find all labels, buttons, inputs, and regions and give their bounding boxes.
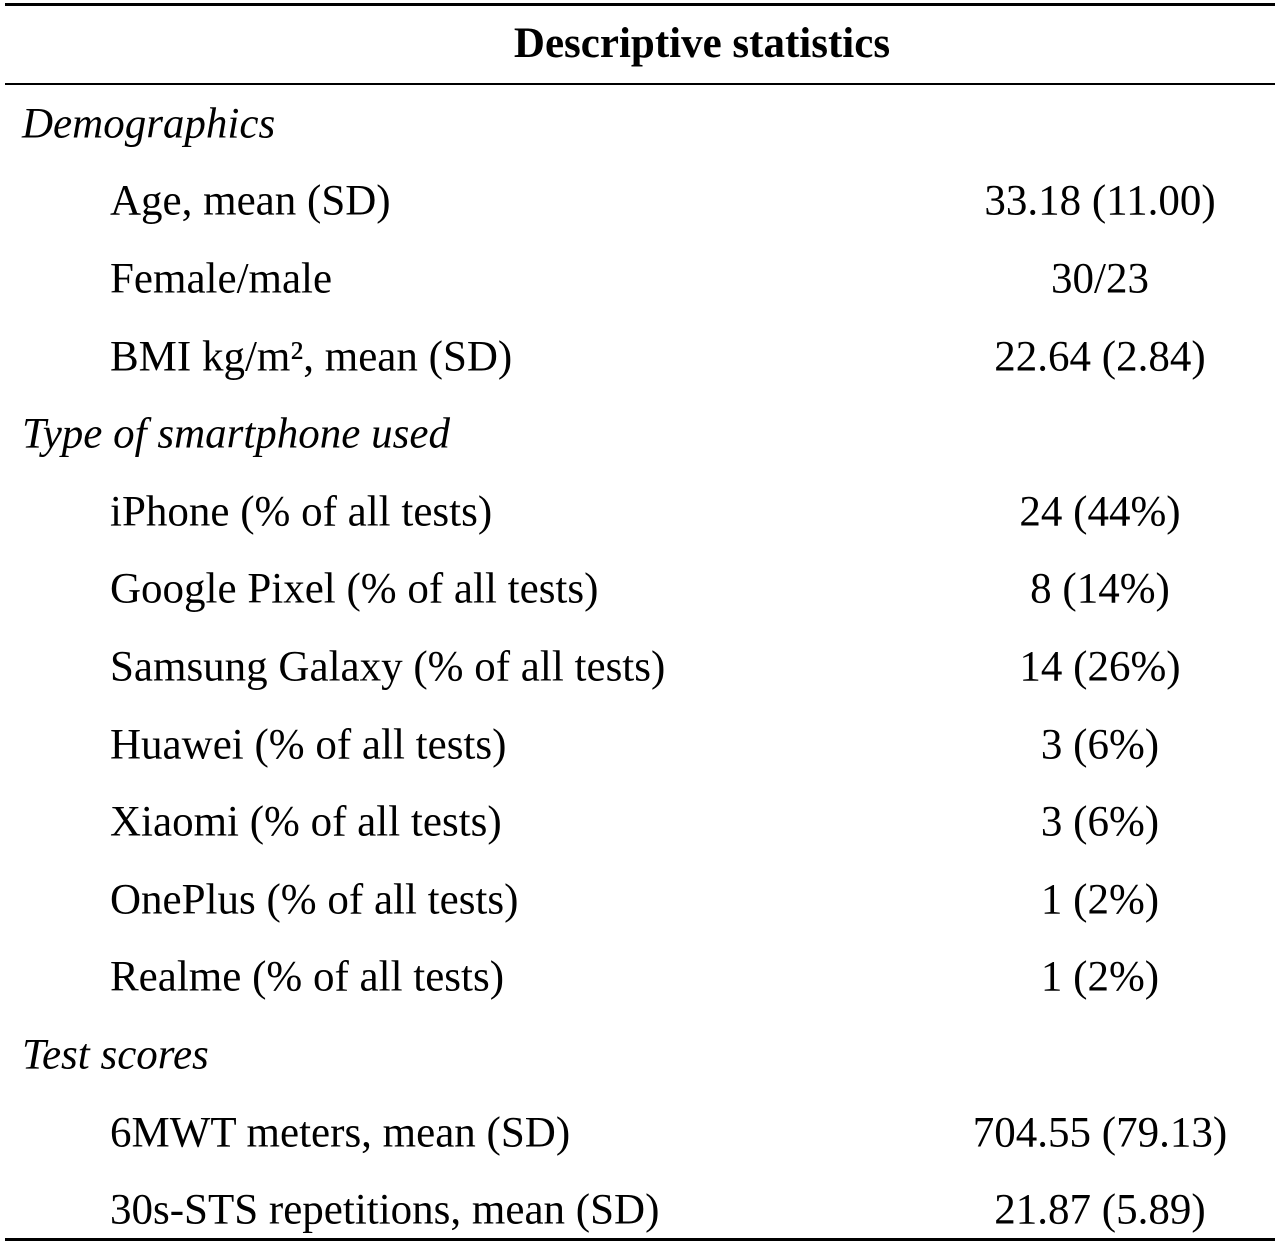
row-label: OnePlus (% of all tests) [110, 876, 519, 924]
row-label: Samsung Galaxy (% of all tests) [110, 643, 666, 691]
row-label: 6MWT meters, mean (SD) [110, 1109, 571, 1157]
row-value: 3 (6%) [1040, 721, 1160, 769]
row-value: 8 (14%) [1030, 565, 1170, 613]
table-row: Huawei (% of all tests) 3 (6%) [0, 706, 1280, 784]
table-row: 6MWT meters, mean (SD) 704.55 (79.13) [0, 1094, 1280, 1172]
table-row: Samsung Galaxy (% of all tests) 14 (26%) [0, 628, 1280, 706]
row-value: 24 (44%) [1019, 488, 1181, 536]
table-row: BMI kg/m², mean (SD) 22.64 (2.84) [0, 318, 1280, 396]
section-label: Test scores [22, 1031, 209, 1079]
section-header-row: Demographics [0, 85, 1280, 163]
row-value: 21.87 (5.89) [994, 1186, 1206, 1234]
row-value: 30/23 [1051, 255, 1149, 303]
row-label: Realme (% of all tests) [110, 953, 505, 1001]
row-label: Xiaomi (% of all tests) [110, 798, 502, 846]
row-value: 1 (2%) [1040, 876, 1160, 924]
section-header-row: Type of smartphone used [0, 395, 1280, 473]
row-value: 33.18 (11.00) [984, 177, 1216, 225]
table-header-label: Descriptive statistics [513, 20, 891, 67]
section-label: Demographics [22, 100, 276, 148]
table-row: Xiaomi (% of all tests) 3 (6%) [0, 783, 1280, 861]
row-value: 704.55 (79.13) [972, 1109, 1228, 1157]
row-label: iPhone (% of all tests) [110, 488, 493, 536]
table-row: iPhone (% of all tests) 24 (44%) [0, 473, 1280, 551]
table-row: Age, mean (SD) 33.18 (11.00) [0, 163, 1280, 241]
row-label: BMI kg/m², mean (SD) [110, 333, 513, 381]
section-label: Type of smartphone used [22, 410, 450, 458]
row-value: 14 (26%) [1019, 643, 1181, 691]
table-body: Demographics Age, mean (SD) 33.18 (11.00) F… [0, 85, 1280, 1249]
table-row: Female/male 30/23 [0, 240, 1280, 318]
row-label: Age, mean (SD) [110, 177, 391, 225]
row-label: Huawei (% of all tests) [110, 721, 507, 769]
table-bottom-rule [5, 1238, 1275, 1241]
table-header-rule [5, 83, 1275, 85]
row-value: 22.64 (2.84) [994, 333, 1206, 381]
row-label: Google Pixel (% of all tests) [110, 565, 599, 613]
table-row: Google Pixel (% of all tests) 8 (14%) [0, 551, 1280, 629]
row-value: 3 (6%) [1040, 798, 1160, 846]
table-row: OnePlus (% of all tests) 1 (2%) [0, 861, 1280, 939]
table-header-row: Descriptive statistics [0, 18, 1280, 70]
row-label: 30s-STS repetitions, mean (SD) [110, 1186, 660, 1234]
row-value: 1 (2%) [1040, 953, 1160, 1001]
table-top-rule [5, 3, 1275, 6]
section-header-row: Test scores [0, 1016, 1280, 1094]
table-row: 30s-STS repetitions, mean (SD) 21.87 (5.8… [0, 1171, 1280, 1249]
table-row: Realme (% of all tests) 1 (2%) [0, 939, 1280, 1017]
row-label: Female/male [110, 255, 333, 303]
